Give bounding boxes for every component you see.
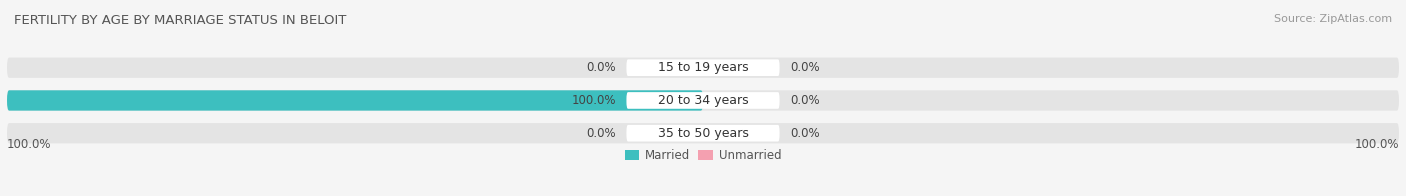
FancyBboxPatch shape [627, 92, 779, 109]
Text: 0.0%: 0.0% [790, 61, 820, 74]
Legend: Married, Unmarried: Married, Unmarried [620, 144, 786, 167]
FancyBboxPatch shape [7, 90, 703, 111]
FancyBboxPatch shape [627, 125, 779, 142]
FancyBboxPatch shape [7, 58, 1399, 78]
Text: 0.0%: 0.0% [790, 94, 820, 107]
FancyBboxPatch shape [627, 59, 779, 76]
Text: 15 to 19 years: 15 to 19 years [658, 61, 748, 74]
Text: 100.0%: 100.0% [7, 138, 52, 151]
Text: 100.0%: 100.0% [1354, 138, 1399, 151]
Text: 0.0%: 0.0% [790, 127, 820, 140]
Text: 20 to 34 years: 20 to 34 years [658, 94, 748, 107]
Text: FERTILITY BY AGE BY MARRIAGE STATUS IN BELOIT: FERTILITY BY AGE BY MARRIAGE STATUS IN B… [14, 14, 346, 27]
Text: 100.0%: 100.0% [571, 94, 616, 107]
FancyBboxPatch shape [7, 123, 1399, 143]
Text: Source: ZipAtlas.com: Source: ZipAtlas.com [1274, 14, 1392, 24]
Text: 0.0%: 0.0% [586, 61, 616, 74]
FancyBboxPatch shape [7, 90, 1399, 111]
Text: 35 to 50 years: 35 to 50 years [658, 127, 748, 140]
Text: 0.0%: 0.0% [586, 127, 616, 140]
